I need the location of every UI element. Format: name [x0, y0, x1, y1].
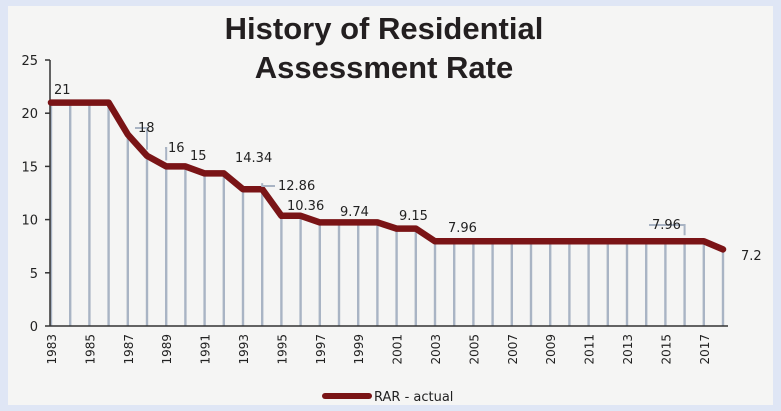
y-tick-label: 5 [30, 267, 38, 282]
data-label: 21 [54, 83, 71, 98]
x-tick-label: 1999 [352, 334, 366, 365]
data-label: 16 [168, 141, 185, 156]
data-label: 15 [190, 149, 207, 164]
chart-title-line-2: Assessment Rate [255, 50, 513, 85]
x-tick-label: 1997 [314, 334, 328, 365]
x-tick-label: 2007 [506, 334, 520, 365]
x-tick-label: 2017 [698, 334, 712, 365]
chart-title-line-1: History of Residential [225, 11, 544, 46]
x-tick-label: 2015 [659, 334, 673, 365]
x-tick-label: 1987 [122, 334, 136, 365]
x-tick-label: 1989 [160, 334, 174, 365]
x-tick-label: 1991 [199, 334, 213, 365]
data-label: 7.96 [448, 221, 477, 236]
y-tick-label: 25 [21, 54, 38, 69]
legend-label-rar-actual: RAR - actual [374, 390, 453, 405]
x-tick-label: 2003 [429, 334, 443, 365]
x-tick-label: 1983 [45, 334, 59, 365]
data-label: 14.34 [235, 151, 272, 166]
data-label: 7.96 [652, 218, 681, 233]
data-label: 12.86 [278, 179, 315, 194]
data-label: 18 [138, 121, 155, 136]
data-label: 7.2 [741, 249, 762, 264]
x-tick-label: 2005 [467, 334, 481, 365]
x-tick-label: 2009 [544, 334, 558, 365]
data-label: 9.15 [399, 209, 428, 224]
y-tick-label: 10 [21, 214, 38, 229]
x-tick-label: 1995 [275, 334, 289, 365]
y-tick-label: 0 [30, 320, 38, 335]
y-tick-label: 20 [21, 107, 38, 122]
x-tick-label: 2011 [583, 334, 597, 365]
data-label: 10.36 [287, 199, 324, 214]
x-tick-label: 1985 [83, 334, 97, 365]
x-tick-label: 2001 [391, 334, 405, 365]
data-label: 9.74 [340, 205, 369, 220]
x-tick-label: 2013 [621, 334, 635, 365]
y-tick-label: 15 [21, 160, 38, 175]
x-tick-label: 1993 [237, 334, 251, 365]
